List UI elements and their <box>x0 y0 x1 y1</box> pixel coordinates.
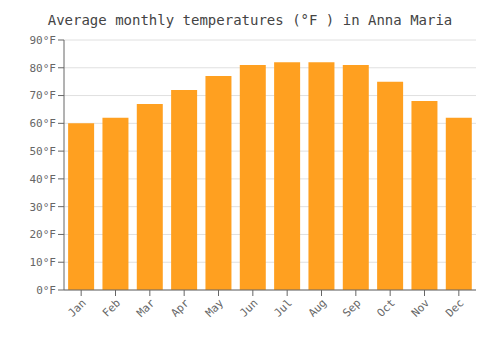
svg-text:80°F: 80°F <box>30 62 57 75</box>
svg-text:Oct: Oct <box>375 296 398 319</box>
svg-text:30°F: 30°F <box>30 201 57 214</box>
svg-text:90°F: 90°F <box>30 34 57 47</box>
svg-text:Sep: Sep <box>340 296 363 319</box>
html-text:Average monthly temperatures (: Average monthly temperatures (°F ) in An… <box>47 12 453 28</box>
svg-text:0°F: 0°F <box>36 284 56 297</box>
svg-text:Nov: Nov <box>409 296 433 320</box>
svg-text:Apr: Apr <box>169 296 193 320</box>
svg-text:Jan: Jan <box>66 296 89 319</box>
svg-text:Dec: Dec <box>443 296 466 319</box>
svg-text:Jul: Jul <box>272 296 295 319</box>
svg-text:40°F: 40°F <box>30 173 57 186</box>
svg-text:50°F: 50°F <box>30 145 57 158</box>
svg-text:Jun: Jun <box>237 296 260 319</box>
svg-text:60°F: 60°F <box>30 117 57 130</box>
svg-text:Mar: Mar <box>134 296 158 320</box>
svg-text:10°F: 10°F <box>30 256 57 269</box>
svg-text:Aug: Aug <box>306 296 329 319</box>
svg-text:70°F: 70°F <box>30 89 57 102</box>
svg-text:20°F: 20°F <box>30 228 57 241</box>
svg-text:Feb: Feb <box>100 296 123 319</box>
svg-text:May: May <box>203 296 227 320</box>
